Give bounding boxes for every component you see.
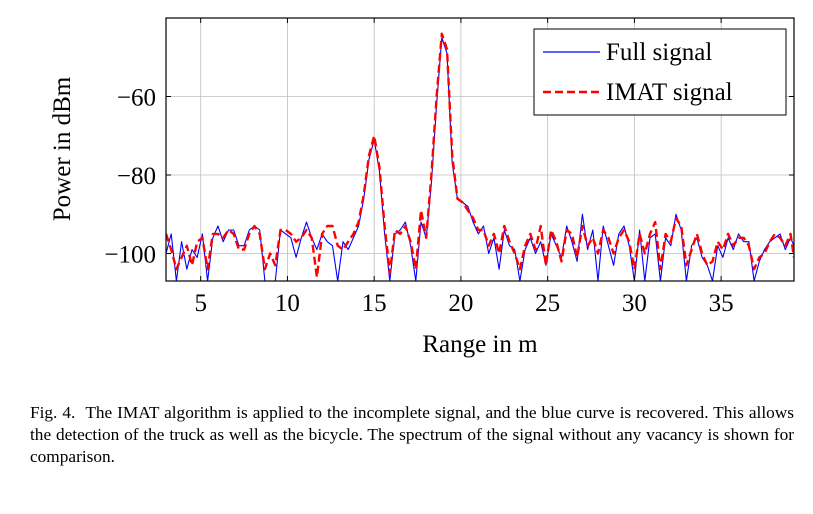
legend-label-full-signal: Full signal <box>606 39 712 66</box>
x-tick-label: 35 <box>709 290 734 317</box>
x-axis-label: Range in m <box>422 331 538 358</box>
y-tick-label: −100 <box>104 242 156 269</box>
legend: Full signal IMAT signal <box>533 28 787 116</box>
y-axis-label: Power in dBm <box>49 76 76 221</box>
x-tick-label: 30 <box>622 290 647 317</box>
y-tick-label: −80 <box>117 163 156 190</box>
range-power-chart: 5 10 15 20 25 30 35 −100 −80 −60 Range in m Power… <box>49 17 795 358</box>
plot-frame <box>165 17 795 282</box>
series-layer <box>166 32 794 281</box>
legend-label-imat-signal: IMAT signal <box>606 79 733 106</box>
y-tick-label: −60 <box>117 85 156 112</box>
x-tick-label: 5 <box>194 290 207 317</box>
x-tick-label: 15 <box>362 290 387 317</box>
x-tick-label: 20 <box>448 290 473 317</box>
figure-caption: Fig. 4. The IMAT algorithm is applied to … <box>30 402 794 468</box>
caption-text: The IMAT algorithm is applied to the inc… <box>30 403 795 466</box>
series-line-imat-signal <box>166 32 794 279</box>
legend-box <box>533 28 787 116</box>
x-tick-label: 10 <box>275 290 300 317</box>
caption-label: Fig. 4. <box>30 403 76 422</box>
x-tick-label: 25 <box>535 290 560 317</box>
ticks: 5 10 15 20 25 30 35 −100 −80 −60 <box>104 18 794 317</box>
